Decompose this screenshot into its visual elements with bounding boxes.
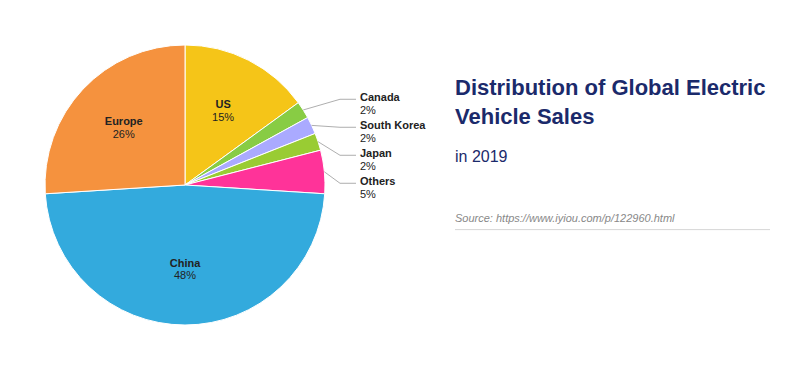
value-label: 2% xyxy=(360,132,376,144)
pie-slice xyxy=(45,185,324,325)
leader-line xyxy=(318,142,356,156)
leader-line xyxy=(324,172,356,183)
data-label: South Korea2% xyxy=(360,119,426,144)
value-label: 48% xyxy=(174,269,196,281)
value-label: 2% xyxy=(360,104,376,116)
subtitle: in 2019 xyxy=(455,148,508,165)
value-label: 2% xyxy=(360,160,376,172)
value-label: 15% xyxy=(212,111,234,123)
leader-line xyxy=(303,99,356,110)
leader-line xyxy=(312,125,356,127)
source-note: Source: https://www.iyiou.com/p/122960.h… xyxy=(455,212,675,224)
data-label: Others5% xyxy=(360,175,395,200)
data-labels: US15%China48%Europe26%Canada2%South Kore… xyxy=(105,91,426,281)
value-label: 26% xyxy=(113,128,135,140)
slice-label: Europe xyxy=(105,115,143,127)
slice-label: South Korea xyxy=(360,119,426,131)
slice-label: China xyxy=(170,257,201,269)
rule xyxy=(455,229,770,230)
slice-label: Japan xyxy=(360,147,392,159)
chart: US15%China48%Europe26%Canada2%South Kore… xyxy=(0,0,800,370)
slice-label: Canada xyxy=(360,91,401,103)
data-label: Europe26% xyxy=(105,115,143,140)
slice-label: Others xyxy=(360,175,395,187)
pie xyxy=(45,45,325,325)
slice-label: US xyxy=(215,98,230,110)
data-label: China48% xyxy=(170,257,201,282)
title: Distribution of Global ElectricVehicle S… xyxy=(455,75,765,129)
value-label: 5% xyxy=(360,188,376,200)
data-label: Japan2% xyxy=(360,147,392,172)
data-label: Canada2% xyxy=(360,91,401,116)
data-label: US15% xyxy=(212,98,234,123)
pie-slice xyxy=(45,45,185,194)
